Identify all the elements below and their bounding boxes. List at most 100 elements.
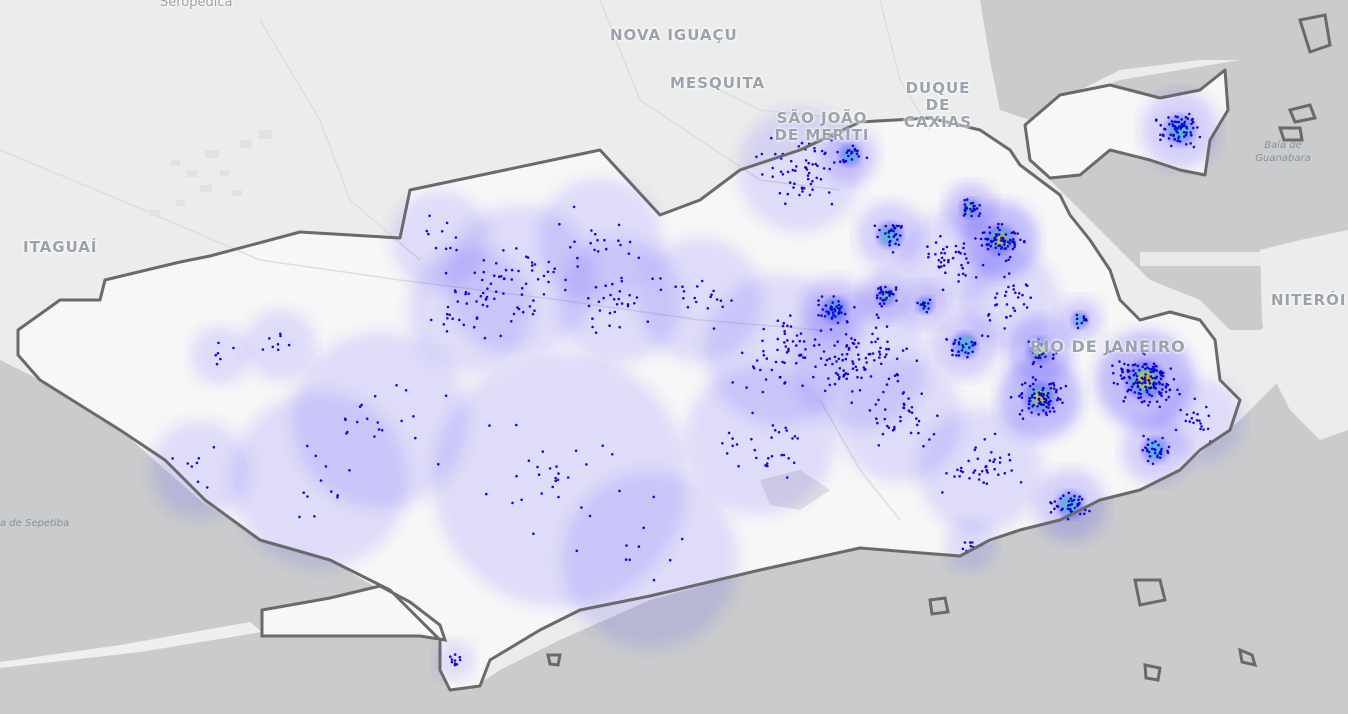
data-point — [450, 658, 454, 661]
data-point — [954, 250, 958, 254]
data-point — [847, 346, 851, 350]
data-point — [849, 152, 853, 155]
data-point — [575, 549, 579, 553]
data-point — [1205, 405, 1208, 409]
small-islands — [546, 13, 1332, 682]
data-point — [1164, 385, 1168, 388]
data-point — [1157, 443, 1160, 447]
data-point — [1008, 238, 1012, 242]
data-point — [878, 228, 881, 232]
data-point — [965, 207, 969, 210]
data-point — [1073, 494, 1076, 498]
data-point — [864, 356, 868, 360]
data-point — [710, 293, 713, 297]
data-point — [1004, 290, 1008, 294]
data-point — [693, 296, 696, 300]
data-point — [845, 352, 849, 356]
data-point — [483, 336, 487, 340]
data-point — [1145, 362, 1148, 366]
data-point — [997, 222, 1000, 226]
data-point — [596, 250, 600, 253]
data-point — [958, 475, 961, 478]
data-point — [834, 371, 838, 375]
data-point — [1185, 413, 1189, 416]
data-point — [1178, 392, 1181, 396]
data-point — [553, 267, 556, 271]
data-point — [1051, 357, 1055, 361]
data-point — [855, 152, 859, 156]
data-point — [557, 495, 560, 499]
data-point — [530, 261, 534, 264]
data-point — [776, 348, 779, 352]
data-point — [1188, 420, 1192, 423]
data-point — [985, 482, 989, 486]
data-point — [1138, 381, 1141, 384]
data-point — [1059, 387, 1063, 390]
data-point — [268, 337, 271, 340]
data-point — [1032, 388, 1035, 391]
data-point — [302, 491, 306, 495]
data-point — [770, 136, 773, 140]
data-point — [1129, 388, 1133, 392]
data-point — [798, 193, 801, 197]
label-itaguai: ITAGUAÍ — [23, 238, 98, 256]
data-point — [1176, 127, 1179, 130]
data-point — [855, 345, 858, 349]
data-point — [1007, 453, 1011, 456]
data-point — [1151, 376, 1154, 380]
data-point — [1133, 363, 1137, 366]
data-point — [892, 229, 895, 233]
data-point — [590, 229, 593, 232]
data-point — [511, 501, 514, 505]
label-rio-de-janeiro: RIO DE JANEIRO — [1030, 337, 1186, 356]
data-point — [1173, 125, 1177, 128]
data-point — [520, 286, 524, 290]
data-point — [978, 473, 981, 476]
data-point — [1006, 245, 1010, 248]
data-point — [502, 249, 505, 252]
urban-blocks-seropedica — [150, 130, 272, 216]
data-point — [1036, 356, 1040, 360]
data-point — [822, 350, 826, 353]
data-point — [830, 308, 834, 312]
data-point — [1174, 428, 1178, 432]
data-point — [1010, 469, 1013, 472]
data-point — [884, 285, 887, 289]
data-point — [598, 309, 602, 312]
data-point — [1141, 365, 1145, 369]
data-point — [1202, 428, 1205, 431]
data-point — [1143, 362, 1146, 366]
data-point — [845, 377, 848, 381]
data-point — [1151, 370, 1155, 373]
data-point — [820, 149, 824, 153]
data-point — [893, 425, 896, 429]
data-point — [828, 383, 832, 387]
data-point — [804, 166, 808, 169]
data-point — [915, 417, 918, 420]
data-point — [897, 243, 901, 247]
data-point — [618, 489, 621, 493]
points-layer — [171, 112, 1212, 667]
data-point — [1035, 348, 1038, 352]
data-point — [988, 319, 992, 322]
data-point — [1167, 116, 1170, 119]
data-point — [1044, 401, 1048, 404]
data-point — [1139, 392, 1142, 396]
data-point — [212, 445, 216, 449]
data-point — [905, 347, 908, 351]
label-duque-de-caxias: DUQUE DE CAXIAS — [903, 79, 973, 131]
data-point — [1146, 443, 1150, 447]
data-point — [745, 386, 748, 389]
data-point — [841, 353, 844, 356]
label-baia-de-guanabara: Baía de Guanabara — [1255, 140, 1311, 164]
data-point — [961, 470, 965, 474]
data-point — [845, 345, 848, 348]
data-point — [395, 384, 398, 387]
data-point — [1040, 392, 1043, 395]
data-point — [992, 239, 996, 242]
data-point — [1120, 367, 1123, 371]
data-point — [1137, 396, 1140, 400]
data-point — [1021, 293, 1024, 297]
